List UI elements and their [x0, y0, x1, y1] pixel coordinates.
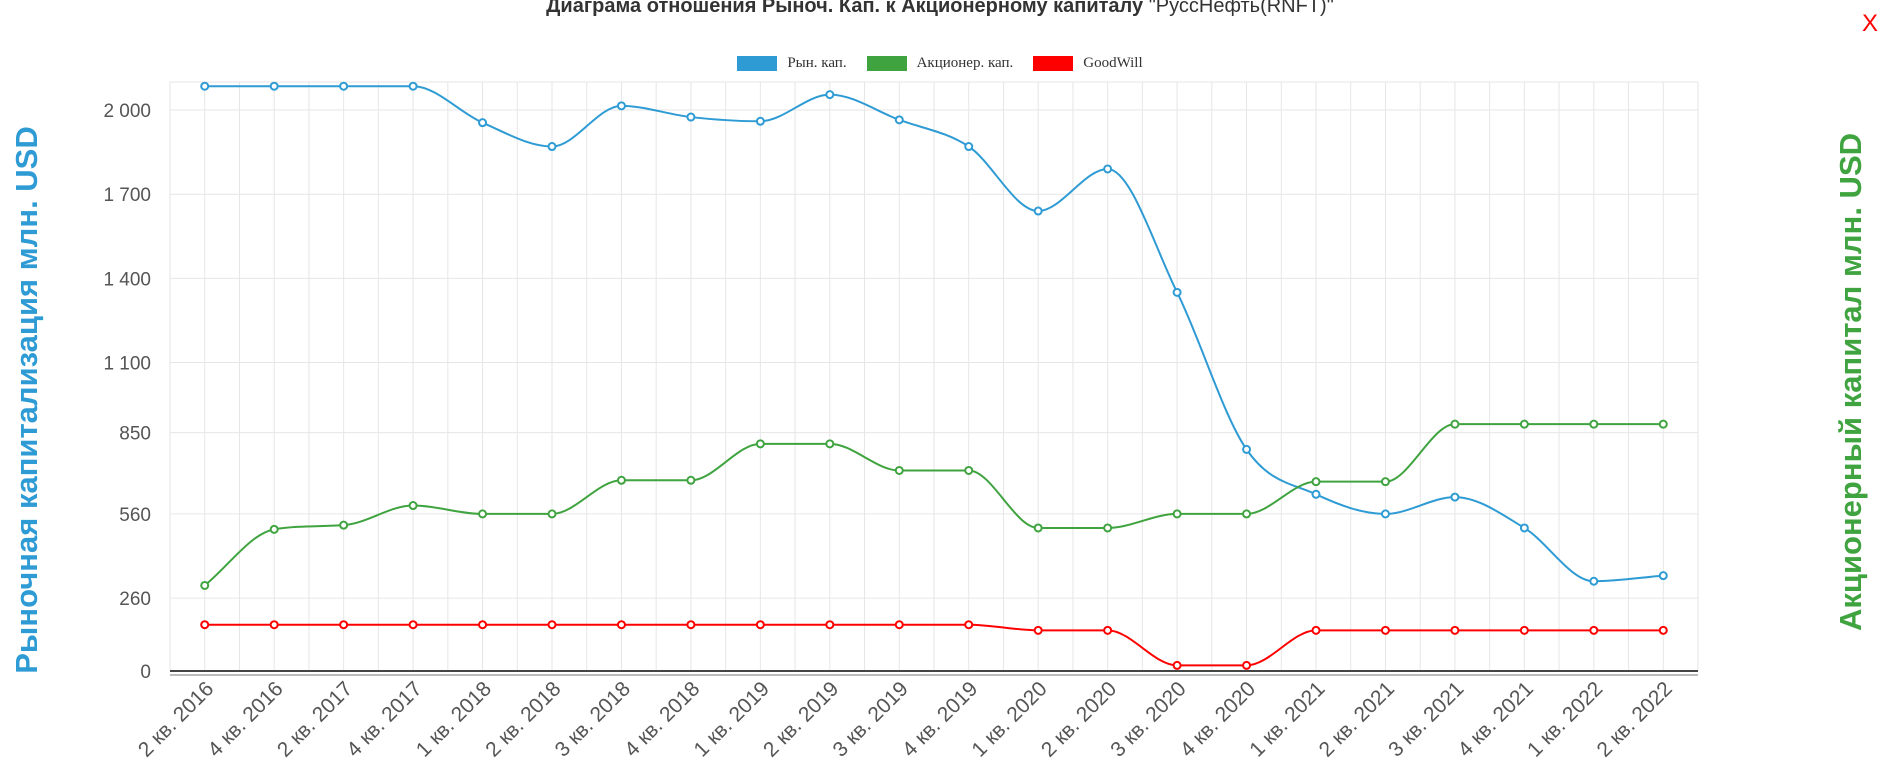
data-point — [1172, 509, 1182, 519]
x-tick-label: 1 кв. 2018 — [412, 677, 496, 761]
data-point — [1172, 287, 1182, 297]
data-point — [269, 524, 279, 534]
data-point — [1172, 660, 1182, 670]
data-point — [478, 620, 488, 630]
data-point — [964, 620, 974, 630]
legend-item[interactable]: Акционер. кап. — [866, 55, 1014, 72]
data-point — [1033, 206, 1043, 216]
data-point — [686, 475, 696, 485]
legend-label: Рын. кап. — [787, 55, 847, 71]
data-point — [616, 620, 626, 630]
data-point — [964, 142, 974, 152]
data-point — [408, 501, 418, 511]
y-tick-label: 260 — [119, 589, 151, 610]
data-point — [1242, 509, 1252, 519]
data-point — [1658, 571, 1668, 581]
data-point — [1658, 419, 1668, 429]
data-point — [547, 142, 557, 152]
chart-title-ticker: "РуссНефть(RNFT)" — [1148, 0, 1334, 17]
data-point — [1589, 625, 1599, 635]
data-point — [1450, 492, 1460, 502]
data-point — [755, 620, 765, 630]
data-point — [478, 118, 488, 128]
y-tick-label: 1 400 — [103, 269, 151, 290]
data-point — [1380, 477, 1390, 487]
data-point — [1103, 523, 1113, 533]
data-point — [755, 116, 765, 126]
data-point — [1103, 625, 1113, 635]
data-point — [1519, 419, 1529, 429]
data-point — [755, 439, 765, 449]
data-point — [825, 620, 835, 630]
data-point — [408, 81, 418, 91]
y-tick-label: 1 700 — [103, 185, 151, 206]
data-point — [269, 81, 279, 91]
data-point — [1450, 625, 1460, 635]
data-point — [1033, 625, 1043, 635]
data-point — [1242, 660, 1252, 670]
data-point — [478, 509, 488, 519]
data-point — [1380, 625, 1390, 635]
data-point — [1103, 164, 1113, 174]
legend-swatch — [737, 56, 778, 71]
data-point — [1311, 625, 1321, 635]
data-point — [200, 580, 210, 590]
data-point — [894, 620, 904, 630]
legend-item[interactable]: GoodWill — [1033, 55, 1143, 72]
legend-label: Акционер. кап. — [916, 55, 1014, 71]
data-point — [269, 620, 279, 630]
y-tick-label: 1 100 — [103, 353, 151, 374]
data-point — [894, 465, 904, 475]
data-point — [894, 115, 904, 125]
data-point — [1519, 523, 1529, 533]
data-point — [547, 509, 557, 519]
y-tick-label: 560 — [119, 505, 151, 526]
series-line-2 — [204, 623, 1664, 667]
data-point — [686, 620, 696, 630]
data-point — [616, 101, 626, 111]
data-point — [1519, 625, 1529, 635]
data-point — [408, 620, 418, 630]
y-tick-label: 0 — [140, 662, 151, 683]
chart-title: Диаграма отношения Рыноч. Кап. к Акционе… — [0, 0, 1880, 16]
data-point — [200, 620, 210, 630]
data-point — [1589, 419, 1599, 429]
x-tick-label: 1 кв. 2021 — [1245, 677, 1329, 761]
data-point — [339, 520, 349, 530]
data-point — [825, 439, 835, 449]
data-point — [1658, 625, 1668, 635]
data-point — [1242, 444, 1252, 454]
data-point — [616, 475, 626, 485]
data-point — [1380, 509, 1390, 519]
chart-title-main: Диаграма отношения Рыноч. Кап. к Акционе… — [546, 0, 1144, 17]
x-tick-label: 2 кв. 2022 — [1592, 677, 1676, 761]
data-point — [686, 112, 696, 122]
y-tick-label: 850 — [119, 424, 151, 445]
data-point — [1033, 523, 1043, 533]
data-point — [1311, 477, 1321, 487]
data-point — [1450, 419, 1460, 429]
chart-legend: Рын. кап. Акционер. кап. GoodWill — [0, 55, 1880, 76]
x-tick-label: 2 кв. 2018 — [481, 677, 565, 761]
data-point — [200, 81, 210, 91]
close-button[interactable]: X — [1861, 10, 1878, 37]
legend-label: GoodWill — [1083, 55, 1143, 71]
x-tick-label: 4 кв. 2020 — [1176, 677, 1260, 761]
y-tick-label: 2 000 — [103, 101, 151, 122]
legend-swatch — [1033, 56, 1074, 71]
data-point — [825, 90, 835, 100]
data-point — [339, 620, 349, 630]
data-point — [547, 620, 557, 630]
legend-item[interactable]: Рын. кап. — [737, 55, 847, 72]
series-line-1 — [204, 423, 1664, 587]
legend-swatch — [866, 56, 907, 71]
data-point — [339, 81, 349, 91]
data-point — [964, 465, 974, 475]
data-point — [1589, 576, 1599, 586]
data-point — [1311, 489, 1321, 499]
